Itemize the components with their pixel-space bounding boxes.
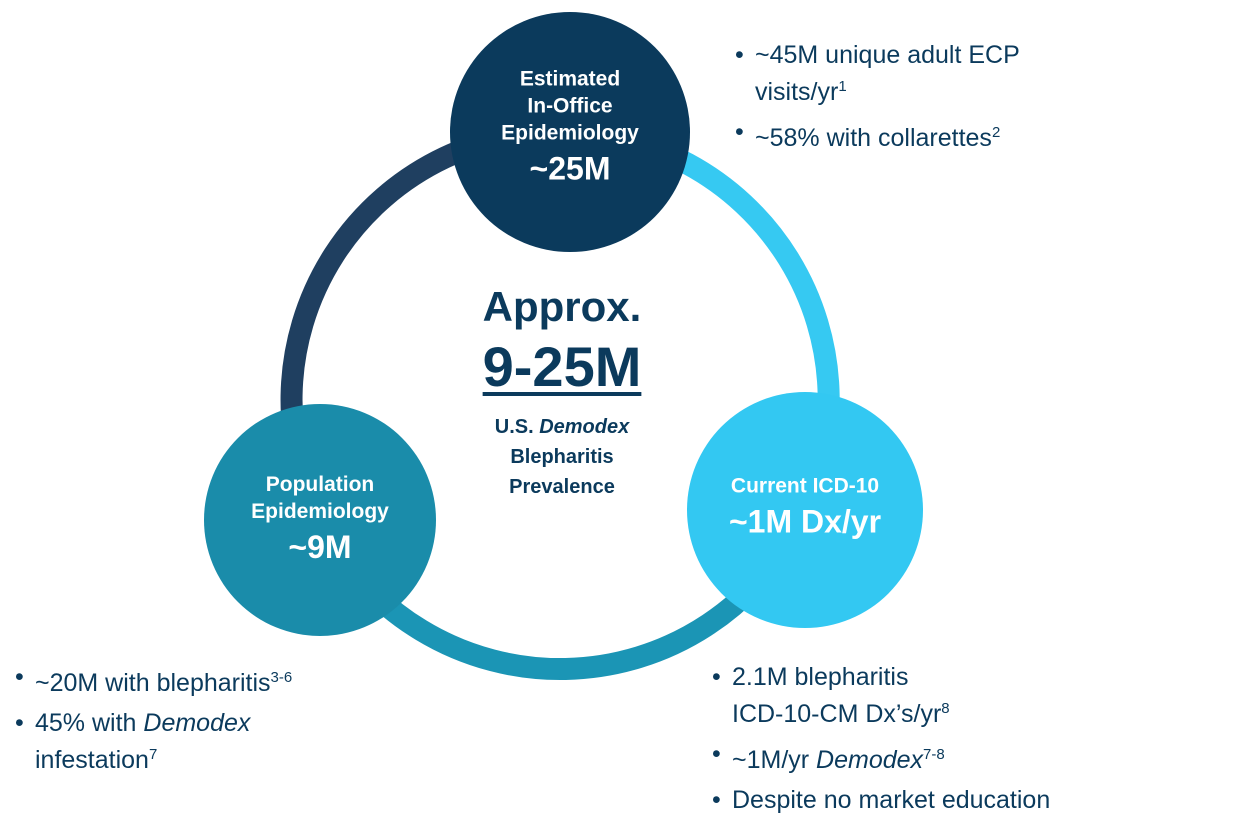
- bullet-line: 45% with Demodex: [35, 708, 292, 739]
- node-line: Estimated: [519, 67, 621, 91]
- bullet-line: Despite no market education: [732, 785, 1050, 816]
- center-line: Blepharitis: [483, 442, 642, 472]
- center-line: Approx.: [483, 280, 642, 334]
- bullet-list: ~20M with blepharitis3-6 45% with Demodex…: [15, 662, 292, 785]
- center-text: Approx. 9-25M U.S. Demodex Blepharitis Preva…: [483, 280, 642, 502]
- text-run: ~45M unique adult ECP: [755, 41, 1020, 69]
- node-line: Population: [265, 473, 375, 496]
- center-line: U.S. Demodex: [483, 412, 642, 442]
- node-label: Estimated In-Office Epidemiology ~25M: [501, 66, 639, 191]
- node-circle: [687, 392, 923, 628]
- text-run: 45% with: [35, 709, 144, 737]
- bullet: ~20M with blepharitis3-6: [15, 662, 292, 699]
- center-line: Prevalence: [483, 472, 642, 502]
- bullet-line: ~58% with collarettes2: [755, 117, 1020, 154]
- node-line: ~9M: [288, 529, 352, 565]
- text-run: ~58% with collarettes: [755, 124, 992, 152]
- bullet-line: ~20M with blepharitis3-6: [35, 662, 292, 699]
- text-run: ICD-10-CM Dx’s/yr: [732, 700, 942, 728]
- text-run: Demodex: [539, 416, 630, 438]
- text-run: 8: [941, 700, 950, 717]
- bullet: ~1M/yr Demodex7-8: [712, 739, 1050, 776]
- bullet-line: visits/yr1: [755, 71, 1020, 108]
- text-run: U.S.: [494, 416, 540, 438]
- text-run: 7: [148, 746, 158, 763]
- node-line: Epidemiology: [501, 121, 639, 145]
- node-line: ~25M: [529, 150, 611, 187]
- text-run: Despite no market education: [732, 786, 1051, 814]
- text-run: Approx.: [482, 283, 642, 330]
- bullet-line: 2.1M blepharitis: [732, 662, 1050, 693]
- text-run: ~1M/yr: [732, 746, 817, 774]
- bullet-line: ICD-10-CM Dx’s/yr8: [732, 693, 1050, 730]
- text-run: 7-8: [923, 746, 945, 763]
- node-line: In-Office: [527, 94, 613, 118]
- bullet: ~58% with collarettes2: [735, 117, 1020, 154]
- node-line: ~1M Dx/yr: [728, 503, 882, 540]
- center-line: 9-25M: [483, 334, 642, 400]
- node-label: Current ICD-10 ~1M Dx/yr: [729, 473, 881, 544]
- text-run: Blepharitis: [510, 446, 614, 468]
- text-run: 2.1M blepharitis: [732, 663, 909, 691]
- text-run: Demodex: [143, 709, 251, 737]
- node-label: Population Epidemiology ~9M: [251, 471, 389, 569]
- bullet: Despite no market education: [712, 785, 1050, 816]
- bullet-line: infestation7: [35, 739, 292, 776]
- node-circle: [450, 12, 690, 252]
- node-line: Current ICD-10: [730, 474, 880, 498]
- text-run: visits/yr: [755, 78, 839, 106]
- text-run: ~20M with blepharitis: [35, 669, 271, 697]
- bullet-line: ~45M unique adult ECP: [755, 40, 1020, 71]
- text-run: Demodex: [816, 746, 924, 774]
- text-run: Prevalence: [509, 476, 615, 498]
- text-run: infestation: [35, 746, 149, 774]
- node-circle: [204, 404, 436, 636]
- node-line: Epidemiology: [251, 500, 389, 523]
- bullet-line: ~1M/yr Demodex7-8: [732, 739, 1050, 776]
- text-run: 3-6: [270, 669, 293, 686]
- text-run: 9-25M: [482, 335, 642, 398]
- text-run: 1: [838, 78, 847, 95]
- text-run: 2: [991, 124, 1001, 141]
